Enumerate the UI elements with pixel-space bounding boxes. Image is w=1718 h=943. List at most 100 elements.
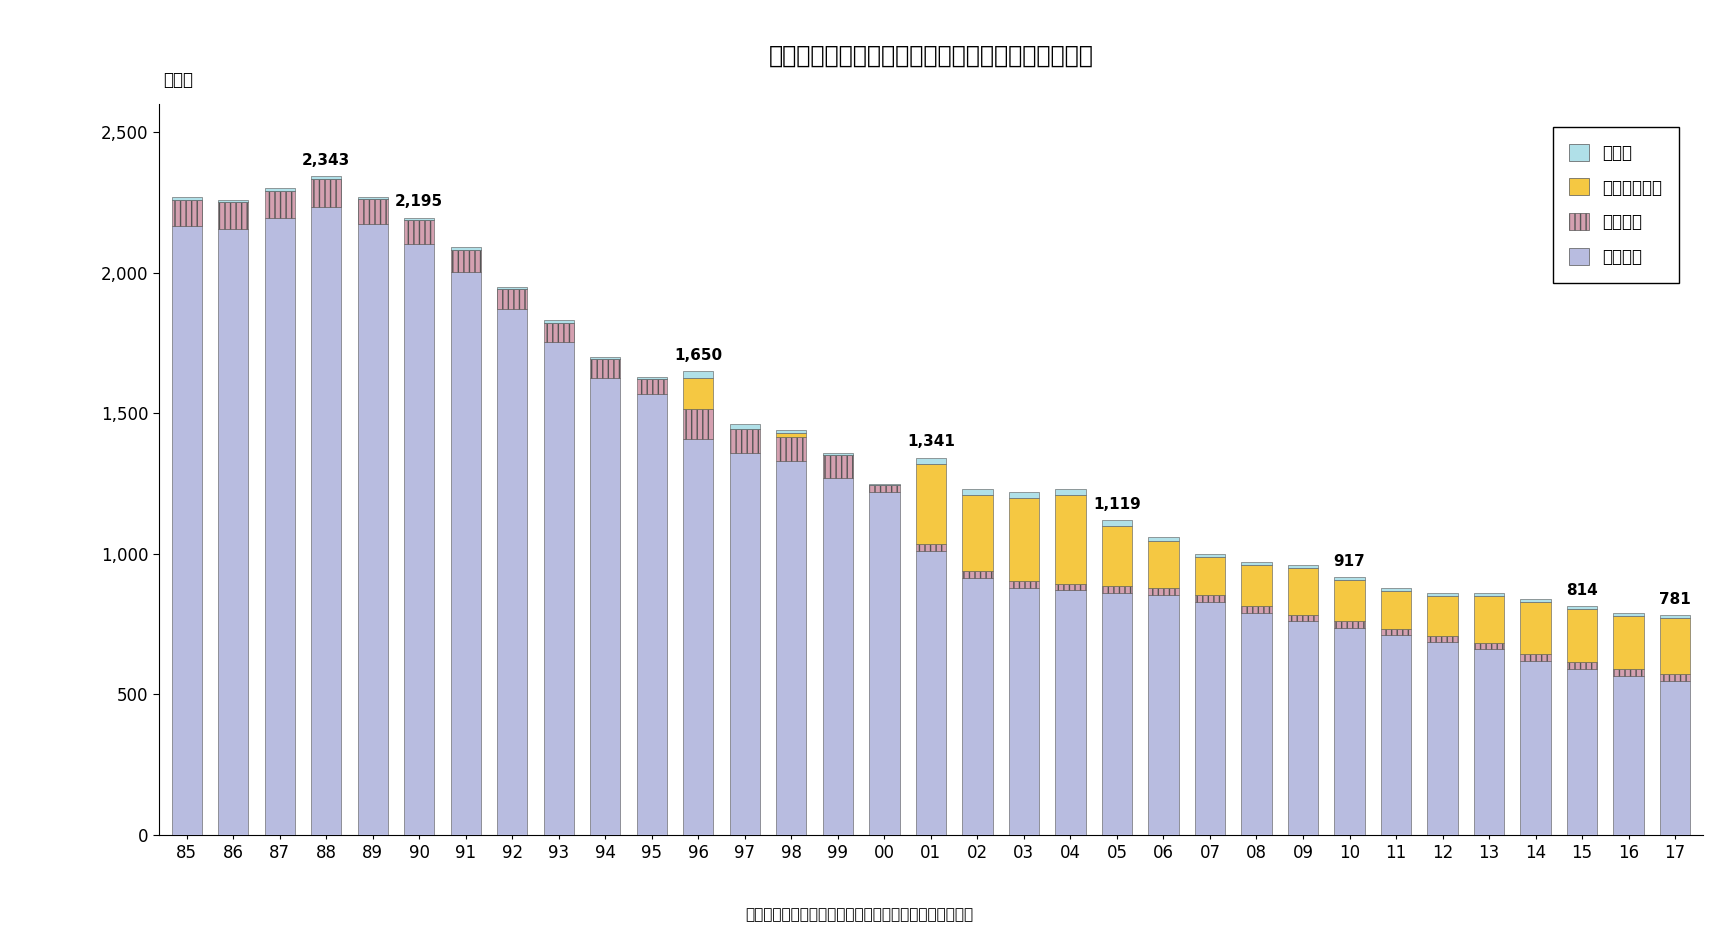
Bar	[1101, 593, 1132, 835]
Bar	[777, 461, 806, 835]
Bar	[1055, 495, 1086, 584]
Bar	[1660, 681, 1691, 835]
Text: 1,650: 1,650	[673, 348, 722, 363]
Text: 781: 781	[1660, 592, 1691, 607]
Bar	[730, 429, 759, 453]
Bar	[869, 492, 900, 835]
Bar	[637, 376, 667, 379]
Bar	[1055, 590, 1086, 835]
Bar	[172, 197, 201, 200]
Bar	[1288, 565, 1318, 568]
Bar	[265, 189, 295, 191]
Bar	[1101, 526, 1132, 587]
Bar	[450, 273, 481, 835]
Bar	[497, 287, 527, 289]
Bar	[1008, 581, 1039, 587]
Bar	[1335, 577, 1364, 580]
Bar	[543, 321, 574, 323]
Bar	[1660, 674, 1691, 681]
Bar	[311, 207, 342, 835]
Bar	[543, 342, 574, 835]
Bar	[1288, 568, 1318, 615]
Bar	[1148, 595, 1179, 835]
Bar	[916, 458, 947, 464]
Bar	[404, 218, 435, 220]
Bar	[1288, 615, 1318, 621]
Bar	[1567, 670, 1598, 835]
Text: （社）: （社）	[163, 72, 194, 90]
Bar	[1520, 661, 1551, 835]
Bar	[1008, 587, 1039, 835]
Bar	[1474, 650, 1505, 835]
Bar	[1335, 621, 1364, 628]
Bar	[1194, 554, 1225, 557]
Bar	[684, 378, 713, 409]
Bar	[730, 424, 759, 429]
Bar	[1008, 498, 1039, 581]
Bar	[218, 229, 249, 835]
Bar	[1242, 566, 1271, 606]
Bar	[497, 308, 527, 835]
Bar	[404, 244, 435, 835]
Bar	[1567, 662, 1598, 670]
Title: 図表１　米国生保市場における事業者数の長期推移: 図表１ 米国生保市場における事業者数の長期推移	[768, 43, 1093, 67]
Bar	[1242, 562, 1271, 566]
Bar	[404, 220, 435, 244]
Bar	[1613, 613, 1644, 616]
Text: 2,195: 2,195	[395, 194, 443, 209]
Bar	[1567, 606, 1598, 609]
Bar	[1613, 670, 1644, 676]
Bar	[450, 250, 481, 273]
Bar	[962, 489, 993, 495]
Bar	[1474, 642, 1505, 650]
Text: 2,343: 2,343	[302, 153, 350, 168]
Bar	[1428, 642, 1457, 835]
Bar	[684, 371, 713, 378]
Bar	[1381, 590, 1410, 629]
Bar	[1194, 595, 1225, 602]
Bar	[1148, 537, 1179, 541]
Bar	[1520, 602, 1551, 653]
Text: 1,341: 1,341	[907, 435, 955, 450]
Bar	[1055, 584, 1086, 590]
Bar	[218, 203, 249, 229]
Bar	[450, 247, 481, 250]
Bar	[1288, 621, 1318, 835]
Text: 917: 917	[1333, 554, 1366, 569]
Bar	[1474, 593, 1505, 596]
Bar	[1194, 602, 1225, 835]
Bar	[497, 289, 527, 308]
Bar	[311, 179, 342, 207]
Bar	[357, 224, 388, 835]
Bar	[591, 377, 620, 835]
Bar	[1660, 618, 1691, 674]
Bar	[962, 571, 993, 578]
Bar	[591, 359, 620, 377]
Bar	[823, 455, 854, 478]
Bar	[823, 453, 854, 455]
Bar	[1242, 606, 1271, 613]
Bar	[311, 176, 342, 179]
Bar	[357, 197, 388, 199]
Bar	[1428, 636, 1457, 642]
Bar	[543, 323, 574, 342]
Bar	[962, 495, 993, 571]
Bar	[869, 484, 900, 485]
Bar	[823, 478, 854, 835]
Bar	[1055, 489, 1086, 495]
Bar	[218, 200, 249, 203]
Bar	[730, 453, 759, 835]
Bar	[1520, 653, 1551, 661]
Bar	[684, 438, 713, 835]
Bar	[265, 191, 295, 218]
Bar	[684, 409, 713, 438]
Bar	[916, 464, 947, 544]
Bar	[1148, 541, 1179, 587]
Bar	[637, 394, 667, 835]
Bar	[869, 485, 900, 492]
Bar	[1335, 628, 1364, 835]
Bar	[1474, 596, 1505, 642]
Bar	[172, 200, 201, 226]
Bar	[1428, 593, 1457, 596]
Bar	[265, 218, 295, 835]
